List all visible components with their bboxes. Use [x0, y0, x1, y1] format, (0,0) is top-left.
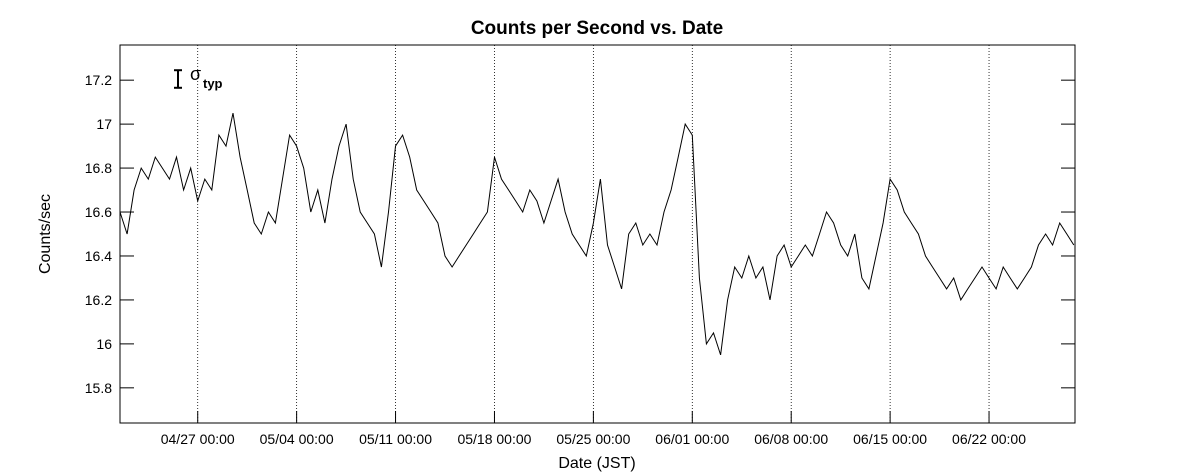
x-tick-label: 06/15 00:00	[853, 431, 927, 447]
annotation-subscript: typ	[203, 76, 223, 91]
x-tick-label: 06/22 00:00	[952, 431, 1026, 447]
y-tick-label: 16	[96, 336, 112, 352]
y-tick-label: 17.2	[85, 72, 112, 88]
y-axis-label: Counts/sec	[37, 194, 54, 274]
plot-frame	[119, 44, 1076, 424]
x-tick-label: 05/18 00:00	[457, 431, 531, 447]
y-tick-label: 17	[96, 116, 112, 132]
y-tick-label: 16.2	[85, 292, 112, 308]
x-axis-label: Date (JST)	[558, 455, 635, 472]
annotation-symbol: σ	[190, 64, 201, 84]
x-tick-label: 04/27 00:00	[161, 431, 235, 447]
y-tick-label: 16.4	[85, 248, 112, 264]
x-tick-label: 05/25 00:00	[556, 431, 630, 447]
y-tick-label: 16.6	[85, 204, 112, 220]
chart-title: Counts per Second vs. Date	[471, 18, 723, 39]
y-tick-label: 16.8	[85, 160, 112, 176]
data-line	[119, 112, 1075, 356]
x-tick-label: 05/04 00:00	[260, 431, 334, 447]
annotation: σ typ	[190, 64, 223, 91]
x-tick-label: 06/01 00:00	[655, 431, 729, 447]
x-tick-label: 06/08 00:00	[754, 431, 828, 447]
x-tick-label: 05/11 00:00	[359, 431, 432, 447]
y-tick-label: 15.8	[85, 380, 112, 396]
